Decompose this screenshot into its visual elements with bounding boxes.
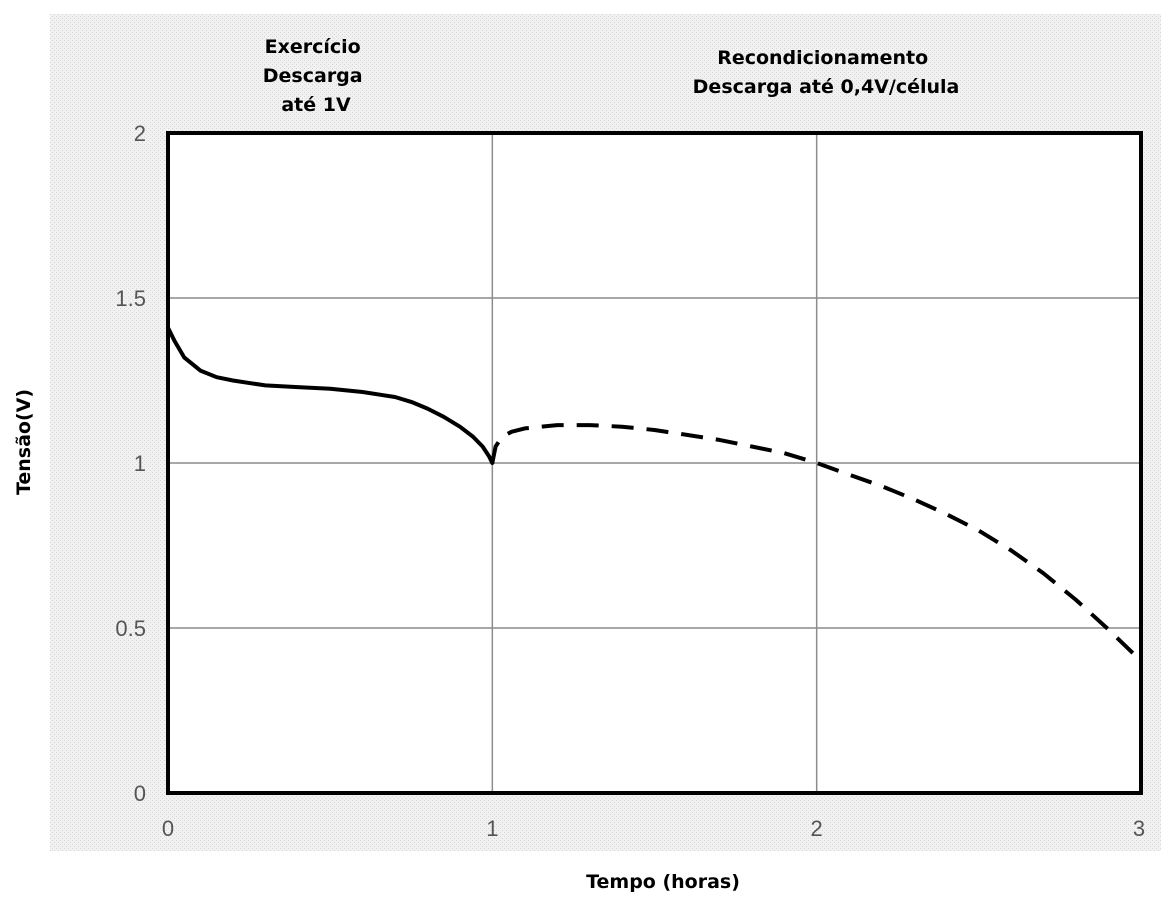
y-tick-labels: 0 0.5 1 1.5 2 bbox=[115, 121, 146, 806]
y-tick-label: 0 bbox=[134, 781, 146, 806]
x-tick-label: 0 bbox=[162, 816, 174, 841]
x-axis-title: Tempo (horas) bbox=[586, 871, 740, 893]
x-tick-label: 1 bbox=[486, 816, 498, 841]
annotation-exercise-line-2: Descarga bbox=[263, 65, 363, 87]
annotation-reconditioning: Recondicionamento Descarga até 0,4V/célu… bbox=[693, 47, 960, 98]
y-tick-label: 0.5 bbox=[115, 616, 146, 641]
series-line-solid bbox=[166, 325, 495, 465]
y-tick-label: 1 bbox=[134, 451, 146, 476]
y-axis-title: Tensão(V) bbox=[13, 389, 35, 495]
x-tick-label: 2 bbox=[811, 816, 823, 841]
series-line-dashed bbox=[490, 423, 1143, 663]
x-tick-label: 3 bbox=[1133, 816, 1145, 841]
y-tick-label: 2 bbox=[134, 121, 146, 146]
annotation-exercise-line-1: Exercício bbox=[265, 36, 361, 58]
annotation-reconditioning-line-2: Descarga até 0,4V/célula bbox=[693, 76, 960, 98]
annotation-exercise: Exercício Descarga até 1V bbox=[263, 36, 369, 116]
x-tick-labels: 0 1 2 3 bbox=[162, 816, 1145, 841]
y-tick-label: 1.5 bbox=[115, 286, 146, 311]
annotation-exercise-line-3: até 1V bbox=[281, 94, 351, 116]
plot-frame bbox=[166, 131, 1143, 795]
annotation-reconditioning-line-1: Recondicionamento bbox=[717, 47, 928, 69]
series-group bbox=[166, 325, 1143, 663]
